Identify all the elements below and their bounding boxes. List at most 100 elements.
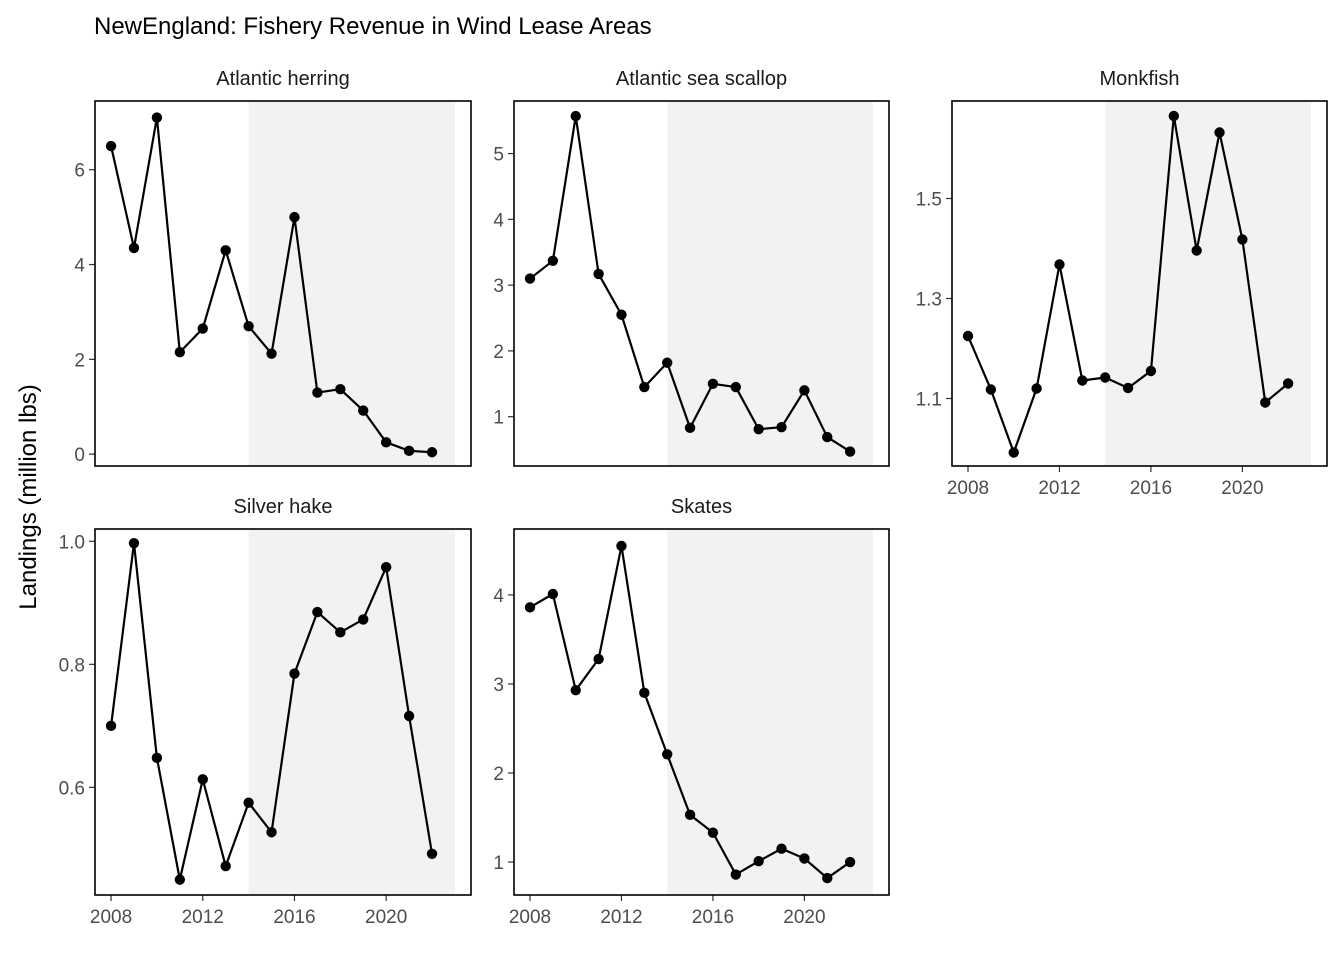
data-point	[1054, 259, 1065, 270]
x-tick-label: 2012	[600, 907, 642, 928]
data-point	[547, 588, 559, 600]
y-tick-label: 2	[74, 350, 85, 371]
x-tick-label: 2020	[1221, 478, 1263, 499]
y-tick-label: 1.5	[916, 190, 942, 211]
data-point	[1008, 447, 1019, 458]
y-tick-label: 4	[74, 256, 85, 277]
data-point	[684, 422, 696, 434]
data-point	[243, 320, 254, 332]
data-point	[197, 774, 208, 785]
y-tick-label: 1.1	[916, 390, 942, 411]
data-point	[105, 720, 117, 732]
panel-monkfish: Monkfish 1.1 1.3 1.5 2008 2012 2016 2020	[916, 68, 1328, 499]
data-point	[197, 323, 208, 334]
x-tick-label: 2012	[1038, 478, 1080, 499]
panel-border	[94, 100, 472, 467]
data-point	[753, 423, 764, 435]
data-point	[822, 872, 833, 884]
panel-border	[513, 100, 890, 467]
y-axis-label: Landings (million lbs)	[15, 384, 42, 609]
data-point	[1191, 245, 1202, 256]
facet-label: Atlantic sea scallop	[616, 68, 787, 90]
panel-border	[513, 528, 890, 896]
panel-skates: Skates 1 2 3 4 2008 2012 2016 2020	[493, 496, 890, 928]
x-tick-label: 2008	[509, 907, 551, 928]
y-tick-label: 2	[493, 764, 504, 785]
x-tick-label: 2020	[783, 907, 825, 928]
data-point	[335, 384, 346, 395]
y-tick-label: 4	[493, 586, 504, 607]
data-point	[707, 827, 719, 838]
data-point	[844, 856, 856, 868]
data-point	[266, 827, 277, 838]
data-point	[593, 268, 604, 280]
data-point	[616, 540, 627, 552]
x-tick-label: 2016	[1130, 478, 1172, 499]
x-tick-label: 2012	[182, 907, 224, 928]
data-point	[662, 749, 673, 760]
y-tick-label: 0	[74, 445, 85, 466]
y-tick-label: 2	[493, 342, 504, 363]
data-point	[684, 809, 696, 821]
data-point	[844, 446, 856, 457]
shaded-region	[248, 529, 455, 895]
y-tick-label: 3	[493, 675, 504, 696]
data-point	[174, 874, 186, 885]
shaded-region	[1105, 101, 1311, 466]
shaded-region	[667, 529, 873, 895]
data-point	[105, 140, 117, 152]
data-point	[570, 110, 581, 122]
panel-border	[951, 100, 1328, 467]
y-tick-label: 4	[493, 210, 504, 231]
y-tick-label: 0.8	[59, 655, 85, 676]
x-tick-label: 2016	[692, 907, 734, 928]
data-point	[151, 112, 163, 123]
data-point	[799, 853, 810, 864]
data-point	[380, 437, 392, 448]
data-point	[962, 330, 974, 342]
data-point	[776, 843, 787, 854]
data-point	[1145, 365, 1157, 377]
facet-label: Silver hake	[234, 496, 333, 518]
facet-label: Monkfish	[1099, 68, 1179, 90]
data-point	[639, 687, 650, 699]
data-point	[380, 561, 392, 573]
chart-title: NewEngland: Fishery Revenue in Wind Leas…	[94, 13, 652, 40]
facet-label: Skates	[671, 496, 732, 518]
data-point	[243, 797, 254, 808]
y-tick-label: 1.3	[916, 290, 942, 311]
x-tick-label: 2008	[947, 478, 989, 499]
panel-silver-hake: Silver hake 0.6 0.8 1.0 2008 2012 2016 2020	[59, 496, 472, 928]
data-point	[730, 869, 741, 880]
facet-panels: Atlantic herring 0 2 4 6 Atlantic sea scallop…	[59, 68, 1328, 928]
x-tick-label: 2008	[90, 907, 132, 928]
data-point	[753, 855, 764, 867]
data-point	[1100, 372, 1111, 383]
y-tick-label: 0.6	[59, 778, 85, 799]
panel-atlantic-herring: Atlantic herring 0 2 4 6	[74, 68, 472, 467]
facet-label: Atlantic herring	[216, 68, 349, 90]
data-point	[426, 447, 438, 458]
data-point	[707, 378, 719, 389]
data-point	[358, 405, 369, 416]
data-point	[289, 668, 300, 679]
data-point	[426, 848, 438, 859]
data-point	[312, 606, 323, 618]
data-point	[639, 381, 650, 393]
data-point	[547, 255, 559, 267]
data-point	[403, 445, 415, 457]
data-point	[662, 357, 673, 368]
data-point	[335, 627, 346, 638]
y-tick-label: 1	[493, 408, 504, 429]
data-point	[570, 684, 581, 696]
data-point	[266, 348, 277, 359]
data-point	[289, 211, 300, 223]
data-point	[220, 245, 231, 256]
data-point	[128, 242, 140, 254]
data-point	[1031, 383, 1042, 394]
data-point	[985, 384, 997, 395]
data-point	[151, 752, 163, 764]
x-tick-label: 2016	[273, 907, 315, 928]
data-point	[128, 537, 140, 549]
